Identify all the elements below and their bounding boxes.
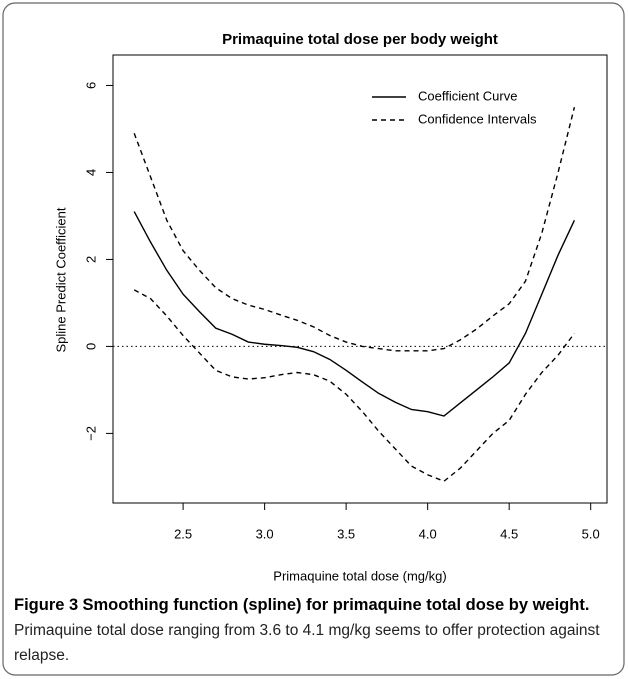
plot-box: [112, 54, 608, 504]
x-tick-label: 4.0: [419, 526, 437, 541]
x-tick-label: 4.5: [500, 526, 518, 541]
series-line: [133, 107, 576, 352]
y-tick-label: 2: [83, 256, 98, 263]
caption-text: Primaquine total dose ranging from 3.6 t…: [14, 622, 600, 664]
y-tick-label: 6: [83, 82, 98, 89]
series-line: [133, 211, 576, 417]
caption: Figure 3 Smoothing function (spline) for…: [14, 593, 618, 668]
y-axis-label: Spline Predict Coefficient: [53, 207, 68, 352]
y-tick-label: 0: [83, 343, 98, 350]
legend-label: Confidence Intervals: [418, 111, 537, 126]
caption-label: Figure 3: [14, 596, 79, 614]
x-axis-label: Primaquine total dose (mg/kg): [273, 568, 446, 583]
caption-title: Smoothing function (spline) for primaqui…: [82, 596, 590, 614]
series-line: [133, 289, 575, 483]
legend-label: Coefficient Curve: [418, 88, 517, 103]
x-tick-label: 5.0: [582, 526, 600, 541]
x-tick-label: 2.5: [174, 526, 192, 541]
x-tick-label: 3.0: [256, 526, 274, 541]
chart-title: Primaquine total dose per body weight: [222, 31, 498, 48]
y-tick-label: 4: [83, 169, 98, 176]
x-tick-label: 3.5: [337, 526, 355, 541]
y-tick-label: −2: [83, 426, 98, 441]
